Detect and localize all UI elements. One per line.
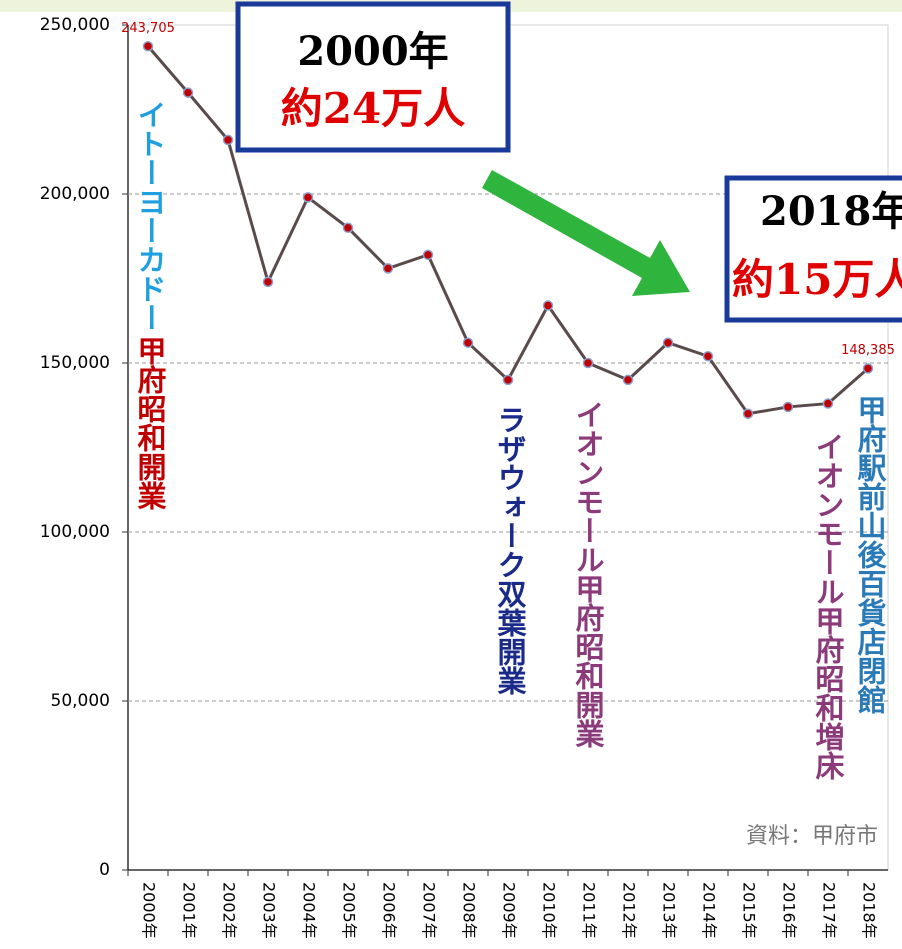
x-tick-label: 2009年 [500,882,519,939]
annotation: ラザウォーク双葉開業 [493,405,528,695]
x-tick-label: 2011年 [580,882,599,939]
point [622,374,634,386]
point [702,350,714,362]
annotation: イオンモール甲府昭和増床 [811,432,845,780]
point [382,263,394,274]
x-tick-label: 2006年 [380,882,399,939]
x-tick-label: 2010年 [540,882,559,939]
source-note: 資料：甲府市 [746,824,878,849]
annotation: イトーヨーカドー [133,100,167,332]
callout-amount: 約24万人 [281,84,465,133]
x-tick-label: 2016年 [780,882,799,939]
x-tick-label: 2017年 [820,882,839,939]
x-tick-label: 2000年 [140,882,159,939]
point [462,337,474,348]
annotation: 甲府昭和開業 [133,336,167,510]
point [182,87,194,98]
plot-area [127,24,889,871]
trend-arrow [482,170,690,296]
x-tick-label: 2012年 [620,882,639,939]
x-tick-label: 2007年 [420,882,439,939]
callout-year: 2018年 [760,188,902,235]
x-tick-label: 2003年 [260,882,279,939]
annotation: イオンモール甲府昭和開業 [571,400,605,748]
x-tick-label: 2008年 [460,882,479,939]
callout-amount: 約15万人 [732,255,902,304]
point [822,398,834,409]
x-tick-label: 2015年 [740,882,759,939]
x-tick-label: 2001年 [180,882,199,939]
point [142,41,154,52]
y-tick-label: 200,000 [40,184,110,204]
y-tick-label: 0 [99,860,110,880]
point [542,300,554,311]
y-tick-label: 50,000 [51,691,110,711]
x-tick-label: 2005年 [340,882,359,939]
annotation: 甲府駅前山後百貨店閉館 [853,395,887,714]
callout-box [724,175,902,323]
point [582,357,594,369]
point [342,222,354,234]
point [502,374,514,386]
point [262,276,274,288]
value-label: 243,705 [121,21,175,36]
point [302,192,314,203]
point [862,363,874,374]
x-tick-label: 2014年 [700,882,719,939]
x-tick-label: 2013年 [660,882,679,939]
point [742,408,754,419]
callout-box [235,1,511,153]
value-label: 148,385 [841,343,895,358]
y-tick-label: 100,000 [40,522,110,542]
x-tick-label: 2002年 [220,882,239,939]
x-tick-label: 2004年 [300,882,319,939]
point [782,401,794,413]
y-tick-label: 250,000 [40,15,110,35]
point [422,249,434,261]
point [222,134,234,146]
callout-year: 2000年 [297,28,448,75]
point [662,337,674,348]
y-tick-label: 150,000 [40,353,110,373]
x-tick-label: 2018年 [860,882,879,939]
